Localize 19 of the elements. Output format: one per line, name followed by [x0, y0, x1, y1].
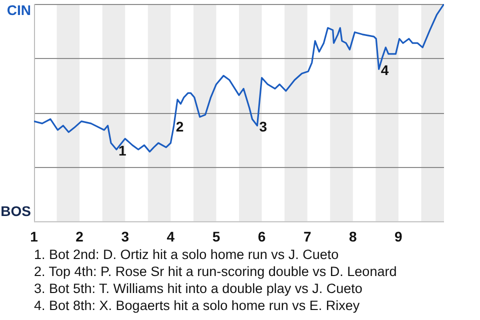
- x-tick-label: 8: [348, 228, 357, 244]
- text: 1. Bot 2nd: D. Ortiz hit a solo home run vs J. Cueto: [34, 246, 340, 263]
- text: BOS: [0, 203, 31, 220]
- text: 2. Top 4th: P. Rose Sr hit a run-scoring double vs D. Leonard: [34, 263, 398, 280]
- x-tick-label: 3: [121, 228, 130, 244]
- text: 3. Bot 5th: T. Williams hit into a double play vs J. Cueto: [34, 280, 364, 297]
- text: CIN: [6, 2, 31, 18]
- x-tick-label: 1: [30, 228, 38, 244]
- annotation: 3: [259, 118, 268, 134]
- x-tick-label: 9: [394, 228, 403, 244]
- x-tick-label: 4: [166, 228, 175, 244]
- x-tick-label: 5: [212, 228, 220, 244]
- annotation: 1: [118, 142, 126, 158]
- text: 4. Bot 8th: X. Bogaerts hit a solo home run vs E. Rixey: [34, 297, 361, 314]
- annotation: 4: [380, 62, 389, 78]
- x-tick-label: 6: [258, 228, 266, 244]
- x-tick-label: 7: [303, 228, 312, 244]
- x-tick-label: 2: [76, 228, 84, 244]
- annotation: 2: [176, 118, 184, 134]
